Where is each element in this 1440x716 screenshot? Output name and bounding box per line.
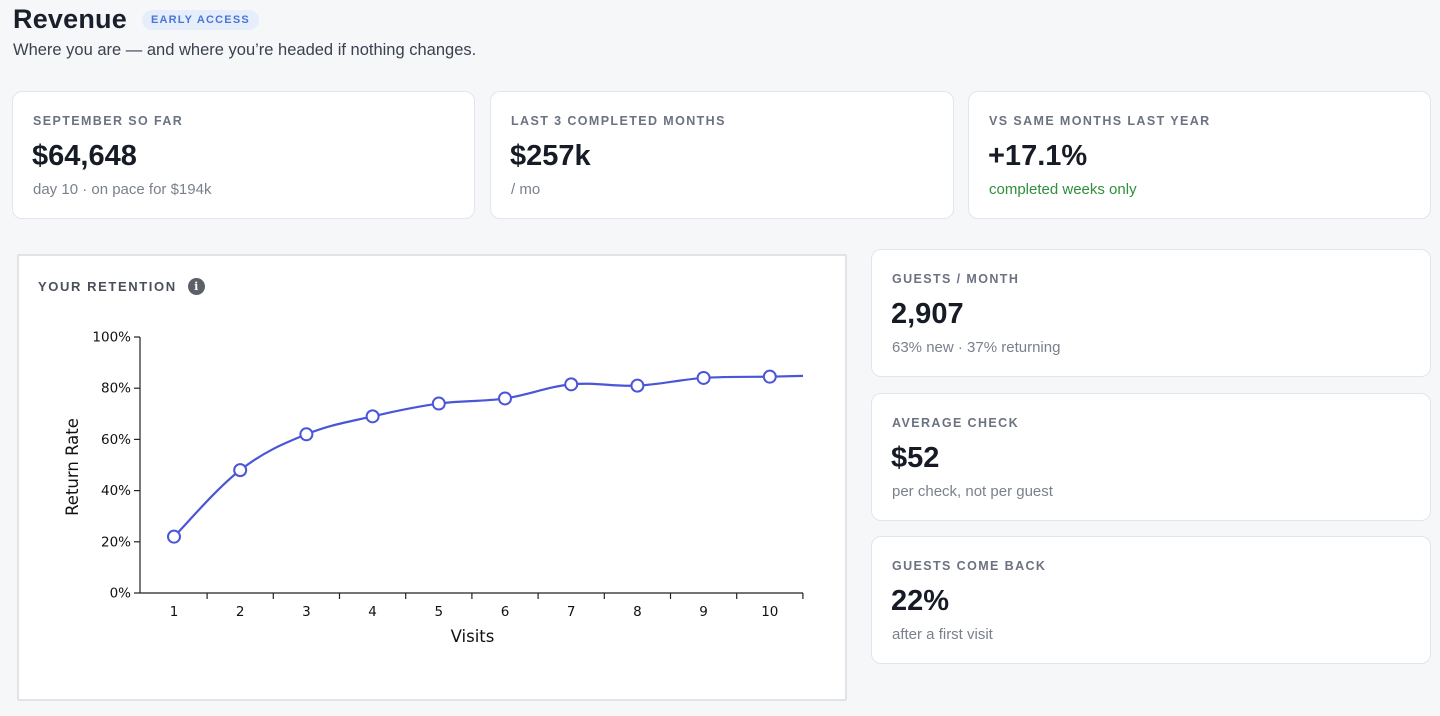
- stat-subtext: / mo: [511, 181, 541, 198]
- x-tick-label: 3: [302, 604, 311, 620]
- data-point: [498, 391, 512, 406]
- data-point: [365, 409, 380, 424]
- stat-card-september-so-far: SEPTEMBER SO FAR $64,648 day 10 · on pac…: [12, 91, 475, 219]
- early-access-badge: EARLY ACCESS: [141, 9, 259, 30]
- retention-chart-card: YOUR RETENTION i 0% 20% 40% 60% 80% 100% 1 2 3 4 5…: [17, 254, 847, 701]
- y-axis-title: Return Rate: [63, 418, 82, 516]
- retention-chart-title: YOUR RETENTION i: [38, 278, 205, 295]
- stat-label: AVERAGE CHECK: [892, 416, 1020, 430]
- stat-subtext: after a first visit: [892, 626, 993, 643]
- stat-label: SEPTEMBER SO FAR: [33, 114, 184, 128]
- stat-card-guests-come-back: GUESTS COME BACK 22% after a first visit: [871, 536, 1431, 664]
- data-point: [564, 377, 579, 392]
- data-point: [630, 378, 645, 393]
- retention-chart: 0% 20% 40% 60% 80% 100% 1 2 3 4 5 6 7 8 9 10 Visits Retur…: [63, 330, 804, 646]
- stat-value: 22%: [891, 585, 950, 617]
- stat-value: $257k: [510, 140, 591, 172]
- stat-card-last-3-months: LAST 3 COMPLETED MONTHS $257k / mo: [490, 91, 954, 219]
- stat-card-guests-per-month: GUESTS / MONTH 2,907 63% new · 37% retur…: [871, 249, 1431, 377]
- stat-label: GUESTS / MONTH: [892, 272, 1020, 286]
- data-point: [167, 529, 181, 544]
- page-header: Revenue EARLY ACCESS Where you are — and…: [13, 2, 476, 60]
- stat-value: $64,648: [32, 140, 137, 172]
- stat-value: 2,907: [891, 298, 964, 330]
- info-icon[interactable]: i: [187, 278, 205, 295]
- y-tick-label: 100%: [92, 330, 131, 346]
- stat-subtext: per check, not per guest: [892, 483, 1053, 500]
- stat-label: LAST 3 COMPLETED MONTHS: [511, 114, 726, 128]
- data-point: [233, 463, 248, 478]
- y-tick-label: 60%: [101, 432, 131, 448]
- y-tick-label: 0%: [110, 586, 132, 602]
- x-tick-label: 1: [170, 604, 179, 620]
- stat-card-average-check: AVERAGE CHECK $52 per check, not per gue…: [871, 393, 1431, 521]
- x-tick-label: 7: [567, 604, 576, 620]
- x-tick-label: 9: [699, 604, 708, 620]
- page-title: Revenue: [13, 4, 127, 34]
- y-tick-label: 40%: [101, 483, 131, 499]
- data-point: [696, 370, 711, 385]
- x-tick-label: 8: [633, 604, 642, 620]
- stat-subtext: day 10 · on pace for $194k: [33, 181, 212, 198]
- y-tick-label: 80%: [101, 381, 131, 397]
- retention-line: [173, 374, 804, 538]
- x-axis-title: Visits: [451, 627, 495, 646]
- stat-subtext: 63% new · 37% returning: [892, 339, 1061, 356]
- x-tick-label: 2: [236, 604, 245, 620]
- data-point: [299, 427, 314, 442]
- page-subtitle: Where you are — and where you’re headed …: [13, 41, 477, 59]
- stat-card-vs-last-year: VS SAME MONTHS LAST YEAR +17.1% complete…: [968, 91, 1431, 219]
- stat-label: GUESTS COME BACK: [892, 559, 1047, 573]
- data-point: [762, 369, 777, 384]
- x-tick-label: 4: [368, 604, 377, 620]
- y-tick-label: 20%: [101, 534, 131, 550]
- x-tick-label: 10: [761, 604, 778, 620]
- data-point: [431, 396, 446, 411]
- x-tick-label: 5: [435, 604, 444, 620]
- stat-value: +17.1%: [988, 140, 1088, 172]
- stat-label: VS SAME MONTHS LAST YEAR: [989, 114, 1211, 128]
- chart-title-text: YOUR RETENTION: [38, 279, 177, 294]
- x-tick-label: 6: [501, 604, 510, 620]
- stat-subtext: completed weeks only: [989, 181, 1137, 198]
- stat-value: $52: [891, 442, 940, 474]
